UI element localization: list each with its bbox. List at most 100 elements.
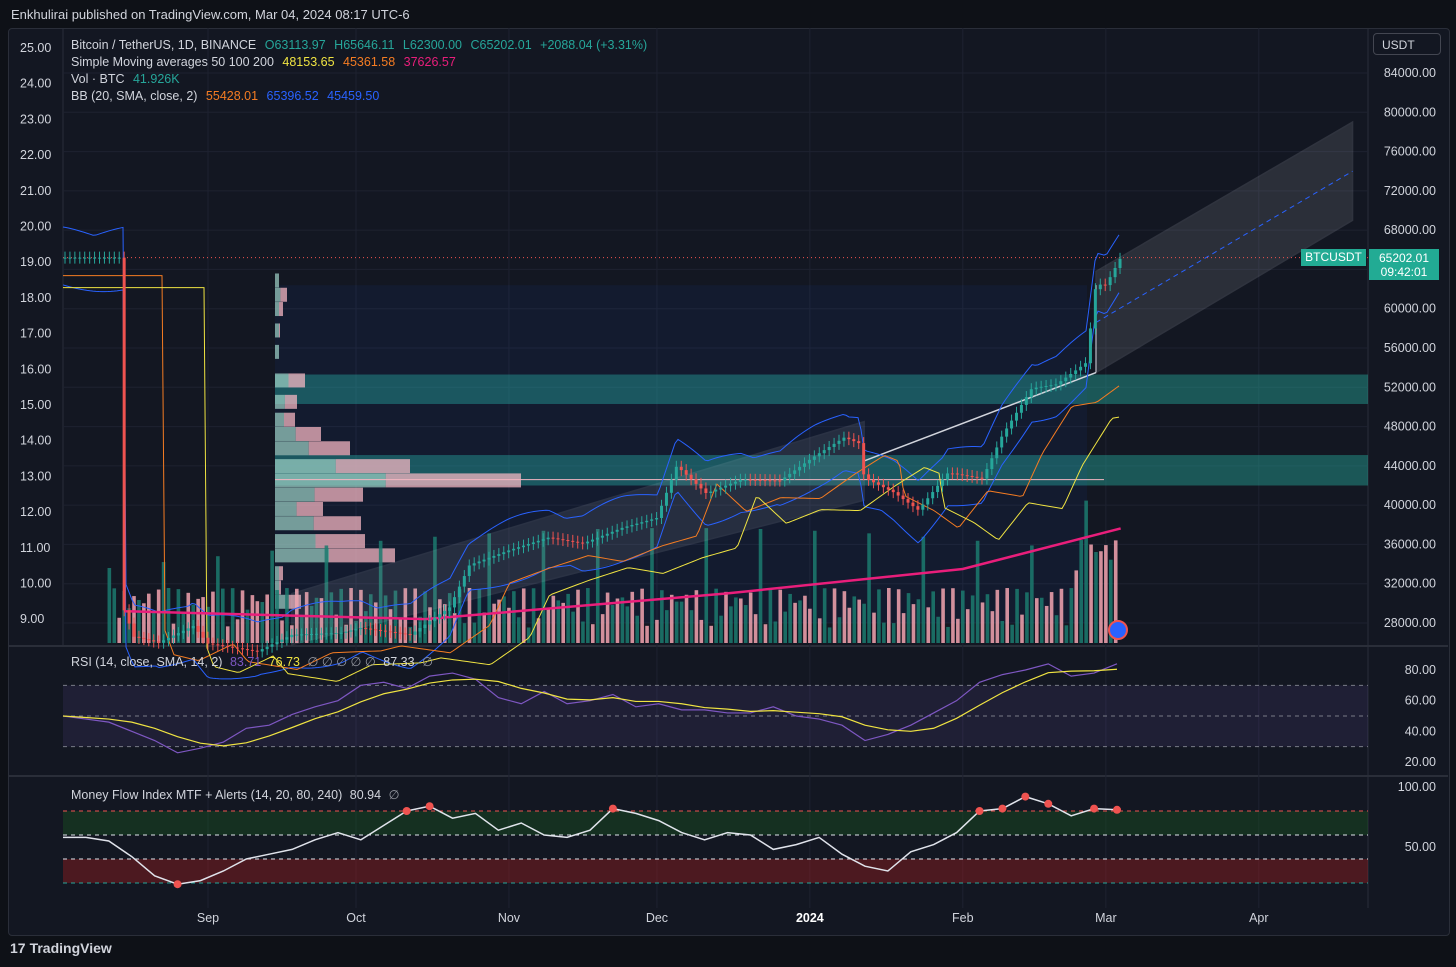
candle-body: [1069, 373, 1073, 378]
x-tick-label: Apr: [1249, 911, 1268, 925]
volume-bar: [280, 620, 284, 643]
left-tick-label: 24.00: [20, 77, 51, 91]
channel-midline: [1095, 170, 1353, 323]
mfi-alert-dot: [425, 802, 434, 811]
candle-body: [206, 637, 210, 644]
volume-profile-bar: [385, 473, 521, 488]
x-tick-label: Feb: [952, 911, 974, 925]
volume-profile-bar: [275, 534, 316, 549]
volume-bar: [517, 617, 521, 643]
candle-body: [729, 483, 733, 486]
sma100-line: [63, 275, 1120, 670]
volume-bar: [877, 589, 881, 643]
volume-bar: [896, 589, 901, 643]
volume-bar: [166, 588, 171, 643]
sma200-value: 37626.57: [403, 55, 456, 69]
candle-body: [733, 481, 737, 484]
mfi-alert-dot: [1044, 799, 1053, 808]
volume-bar: [1035, 598, 1039, 643]
volume-bar: [245, 609, 250, 643]
candle-body: [1005, 428, 1009, 437]
rsi-ma-line: [62, 668, 1118, 747]
symbol-legend-row[interactable]: Bitcoin / TetherUS, 1D, BINANCE O63113.9…: [71, 37, 652, 54]
mfi-legend[interactable]: Money Flow Index MTF + Alerts (14, 20, 8…: [71, 787, 403, 802]
candle-body: [379, 629, 383, 631]
candle-body: [1118, 258, 1122, 268]
candle-body: [1084, 363, 1088, 367]
candle-body: [827, 446, 831, 451]
candle-body: [1054, 384, 1058, 386]
vol-label[interactable]: Vol · BTC: [71, 72, 125, 86]
volume-bar: [1069, 588, 1074, 643]
symbol-title[interactable]: Bitcoin / TetherUS, 1D, BINANCE: [71, 38, 257, 52]
volume-legend-row[interactable]: Vol · BTC 41.926K: [71, 71, 652, 88]
candle-body: [369, 628, 373, 630]
volume-bar: [1089, 544, 1093, 643]
candle-body: [255, 650, 259, 652]
volume-profile-bar: [275, 302, 279, 317]
candle-body: [960, 474, 964, 476]
chart-frame[interactable]: [8, 28, 1450, 936]
price-tick-label: 28000.00: [1384, 616, 1436, 630]
volume-bar: [1094, 551, 1098, 643]
candle-body: [970, 476, 974, 478]
mfi-label[interactable]: Money Flow Index MTF + Alerts (14, 20, 8…: [71, 788, 343, 802]
candle-body: [1093, 289, 1097, 329]
volume-profile-bar: [280, 287, 287, 302]
volume-bar: [117, 617, 121, 643]
candle-body: [393, 632, 397, 634]
volume-bar: [472, 622, 477, 643]
volume-bar: [689, 610, 694, 643]
volume-bar: [615, 598, 620, 643]
volume-profile-bar: [275, 487, 315, 502]
symbol-price-tag: BTCUSDT: [1301, 249, 1366, 266]
volume-bar: [753, 614, 758, 643]
candle-body: [724, 485, 728, 488]
candle-body: [743, 479, 747, 481]
volume-bar: [891, 623, 896, 643]
candle-body: [191, 625, 195, 629]
left-tick-label: 17.00: [20, 327, 51, 341]
candle-body: [186, 628, 190, 631]
volume-bar: [808, 608, 812, 643]
tradingview-footer[interactable]: 17 TradingView: [10, 940, 112, 956]
candle-body: [906, 499, 910, 503]
volume-bar: [941, 588, 945, 643]
mfi-value: 80.94: [349, 788, 382, 802]
candle-body: [477, 561, 481, 564]
currency-button[interactable]: USDT: [1373, 33, 1441, 55]
volume-bar: [748, 592, 753, 643]
bb-label[interactable]: BB (20, SMA, close, 2): [71, 89, 198, 103]
candle-body: [418, 628, 422, 632]
candle-body: [901, 495, 905, 500]
volume-bar: [931, 591, 935, 643]
candle-body: [354, 629, 358, 631]
bb-legend-row[interactable]: BB (20, SMA, close, 2) 55428.01 65396.52…: [71, 88, 652, 105]
volume-bar: [423, 591, 427, 643]
volume-profile-bar: [284, 412, 295, 427]
candle-body: [798, 466, 802, 471]
rsi-label[interactable]: RSI (14, close, SMA, 14, 2): [71, 655, 223, 669]
candle-body: [68, 257, 72, 259]
volume-bar: [1025, 592, 1029, 643]
candle-body: [300, 634, 304, 636]
sma-legend-row[interactable]: Simple Moving averages 50 100 200 48153.…: [71, 54, 652, 71]
candle-body: [950, 473, 954, 475]
candle-body: [344, 631, 348, 633]
candle-body: [807, 459, 811, 464]
volume-profile-bar: [275, 459, 336, 474]
volume-bar: [403, 588, 408, 643]
volume-bar: [221, 588, 225, 643]
volume-bar: [1059, 588, 1064, 643]
rsi-legend[interactable]: RSI (14, close, SMA, 14, 2) 83.71 76.73 …: [71, 654, 437, 669]
left-tick-label: 11.00: [20, 541, 50, 555]
candle-body: [704, 488, 708, 494]
events-flag-icon: [1108, 620, 1128, 640]
volume-bar: [872, 612, 876, 643]
candle-body: [803, 463, 806, 467]
sma-label[interactable]: Simple Moving averages 50 100 200: [71, 55, 274, 69]
volume-bar: [906, 593, 911, 643]
candle-body: [467, 565, 471, 577]
left-tick-label: 15.00: [20, 398, 51, 412]
